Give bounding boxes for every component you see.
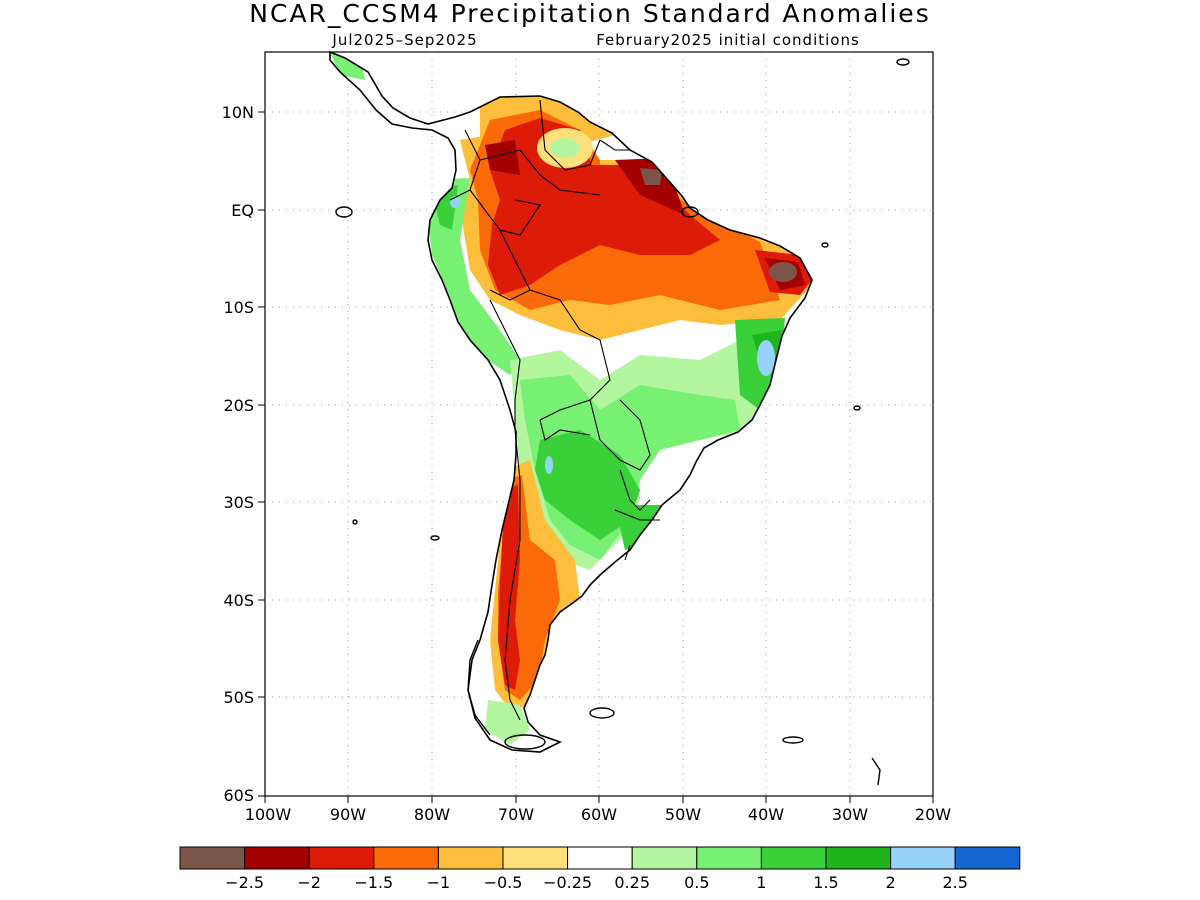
coastline-south-america (329, 50, 813, 753)
anomaly-fill (485, 140, 520, 175)
colorbar: −2.5 −2 −1.5 −1 −0.5 −0.25 0.25 0.5 1 1.5 2 2.5 (179, 846, 1021, 892)
chilean-archipelago (467, 639, 491, 736)
anomaly-fill (757, 340, 775, 376)
lon-tick-label: 100W (245, 805, 292, 824)
colorbar-tick-label: 2 (886, 873, 896, 892)
colorbar-tick-label: 0.25 (614, 873, 650, 892)
colorbar-tick-label: 1.5 (813, 873, 838, 892)
border-line (539, 419, 591, 441)
colorbar-tick-label: −1 (427, 873, 451, 892)
lon-tick-label: 50W (665, 805, 701, 824)
lon-tick-label: 30W (832, 805, 868, 824)
border-line (449, 129, 481, 201)
map-panel: 10N EQ 10S 20S 30S 40S 50S 60S 100W 90W … (222, 50, 951, 824)
border-line (589, 399, 651, 471)
colorbar-swatch (825, 846, 892, 870)
colorbar-swatch (308, 846, 375, 870)
lat-tick-label: 60S (223, 786, 254, 805)
lon-tick-label: 20W (915, 805, 951, 824)
initial-conditions-subtitle: February2025 initial conditions (596, 31, 860, 49)
colorbar-tick-label: 1 (756, 873, 766, 892)
colorbar-swatches (179, 846, 1021, 870)
border-line (469, 189, 531, 301)
border-line (614, 509, 660, 521)
lon-tick-label: 80W (414, 805, 450, 824)
country-borders (449, 99, 660, 721)
lat-tick-label: 20S (223, 396, 254, 415)
trindade-island (853, 405, 861, 411)
border-line (624, 544, 631, 561)
lat-tick-label: 30S (223, 493, 254, 512)
lon-tick-label: 90W (330, 805, 366, 824)
colorbar-swatch (437, 846, 504, 870)
colorbar-swatch (567, 846, 633, 870)
lon-tick-label: 60W (581, 805, 617, 824)
marajo-island (681, 206, 699, 218)
fernando-de-noronha (821, 242, 829, 248)
lon-tick-label: 40W (748, 805, 784, 824)
anomaly-fill (640, 168, 662, 185)
border-line (539, 99, 601, 171)
tierra-del-fuego (504, 734, 546, 750)
colorbar-tick-label: −0.5 (484, 873, 523, 892)
lat-tick-label: 10S (223, 298, 254, 317)
border-line (529, 289, 611, 421)
colorbar-swatch (244, 846, 310, 870)
colorbar-swatch (696, 846, 762, 870)
colorbar-tick-label: −0.25 (543, 873, 592, 892)
juan-fernandez-islands (430, 535, 440, 541)
border-line (619, 469, 651, 511)
border-line (479, 149, 601, 196)
lat-tick-label: 40S (223, 591, 254, 610)
lat-tick-label: 50S (223, 688, 254, 707)
colorbar-swatch (890, 846, 956, 870)
anomaly-fill (769, 262, 797, 282)
border-line (504, 429, 521, 721)
colorbar-swatch (179, 846, 246, 870)
anomaly-fill (535, 430, 640, 540)
colorbar-swatch (373, 846, 439, 870)
cape-verde-islands (896, 58, 910, 66)
colorbar-swatch (631, 846, 698, 870)
colorbar-tick-label: −1.5 (354, 873, 393, 892)
islands (335, 58, 910, 786)
map-title: NCAR_CCSM4 Precipitation Standard Anomal… (249, 0, 930, 28)
lat-tick-label: EQ (231, 201, 254, 220)
latitude-axis: 10N EQ 10S 20S 30S 40S 50S 60S (222, 103, 265, 805)
colorbar-tick-label: −2.5 (225, 873, 264, 892)
colorbar-tick-label: 2.5 (942, 873, 967, 892)
colorbar-swatch (502, 846, 569, 870)
san-felix-island (352, 519, 358, 525)
anomaly-fill (550, 138, 580, 158)
lon-tick-label: 70W (498, 805, 534, 824)
colorbar-tick-label: −2 (297, 873, 321, 892)
colorbar-swatch (760, 846, 827, 870)
south-sandwich-islands (871, 757, 881, 786)
lat-tick-label: 10N (222, 103, 254, 122)
colorbar-swatch (954, 846, 1021, 870)
border-line (499, 199, 541, 236)
colorbar-tick-label: 0.5 (684, 873, 709, 892)
anomaly-fill (498, 485, 520, 690)
border-line (489, 299, 521, 430)
border-line (599, 139, 630, 151)
season-subtitle: Jul2025–Sep2025 (331, 31, 477, 49)
south-georgia-island (782, 736, 804, 744)
falkland-islands (589, 707, 615, 719)
colorbar-labels: −2.5 −2 −1.5 −1 −0.5 −0.25 0.25 0.5 1 1.5 2 2.5 (225, 873, 968, 892)
anomaly-fill (545, 456, 553, 474)
galapagos-islands (335, 206, 353, 218)
anomaly-fill (485, 700, 530, 745)
longitude-axis: 100W 90W 80W 70W 60W 50W 40W 30W 20W (245, 796, 951, 824)
